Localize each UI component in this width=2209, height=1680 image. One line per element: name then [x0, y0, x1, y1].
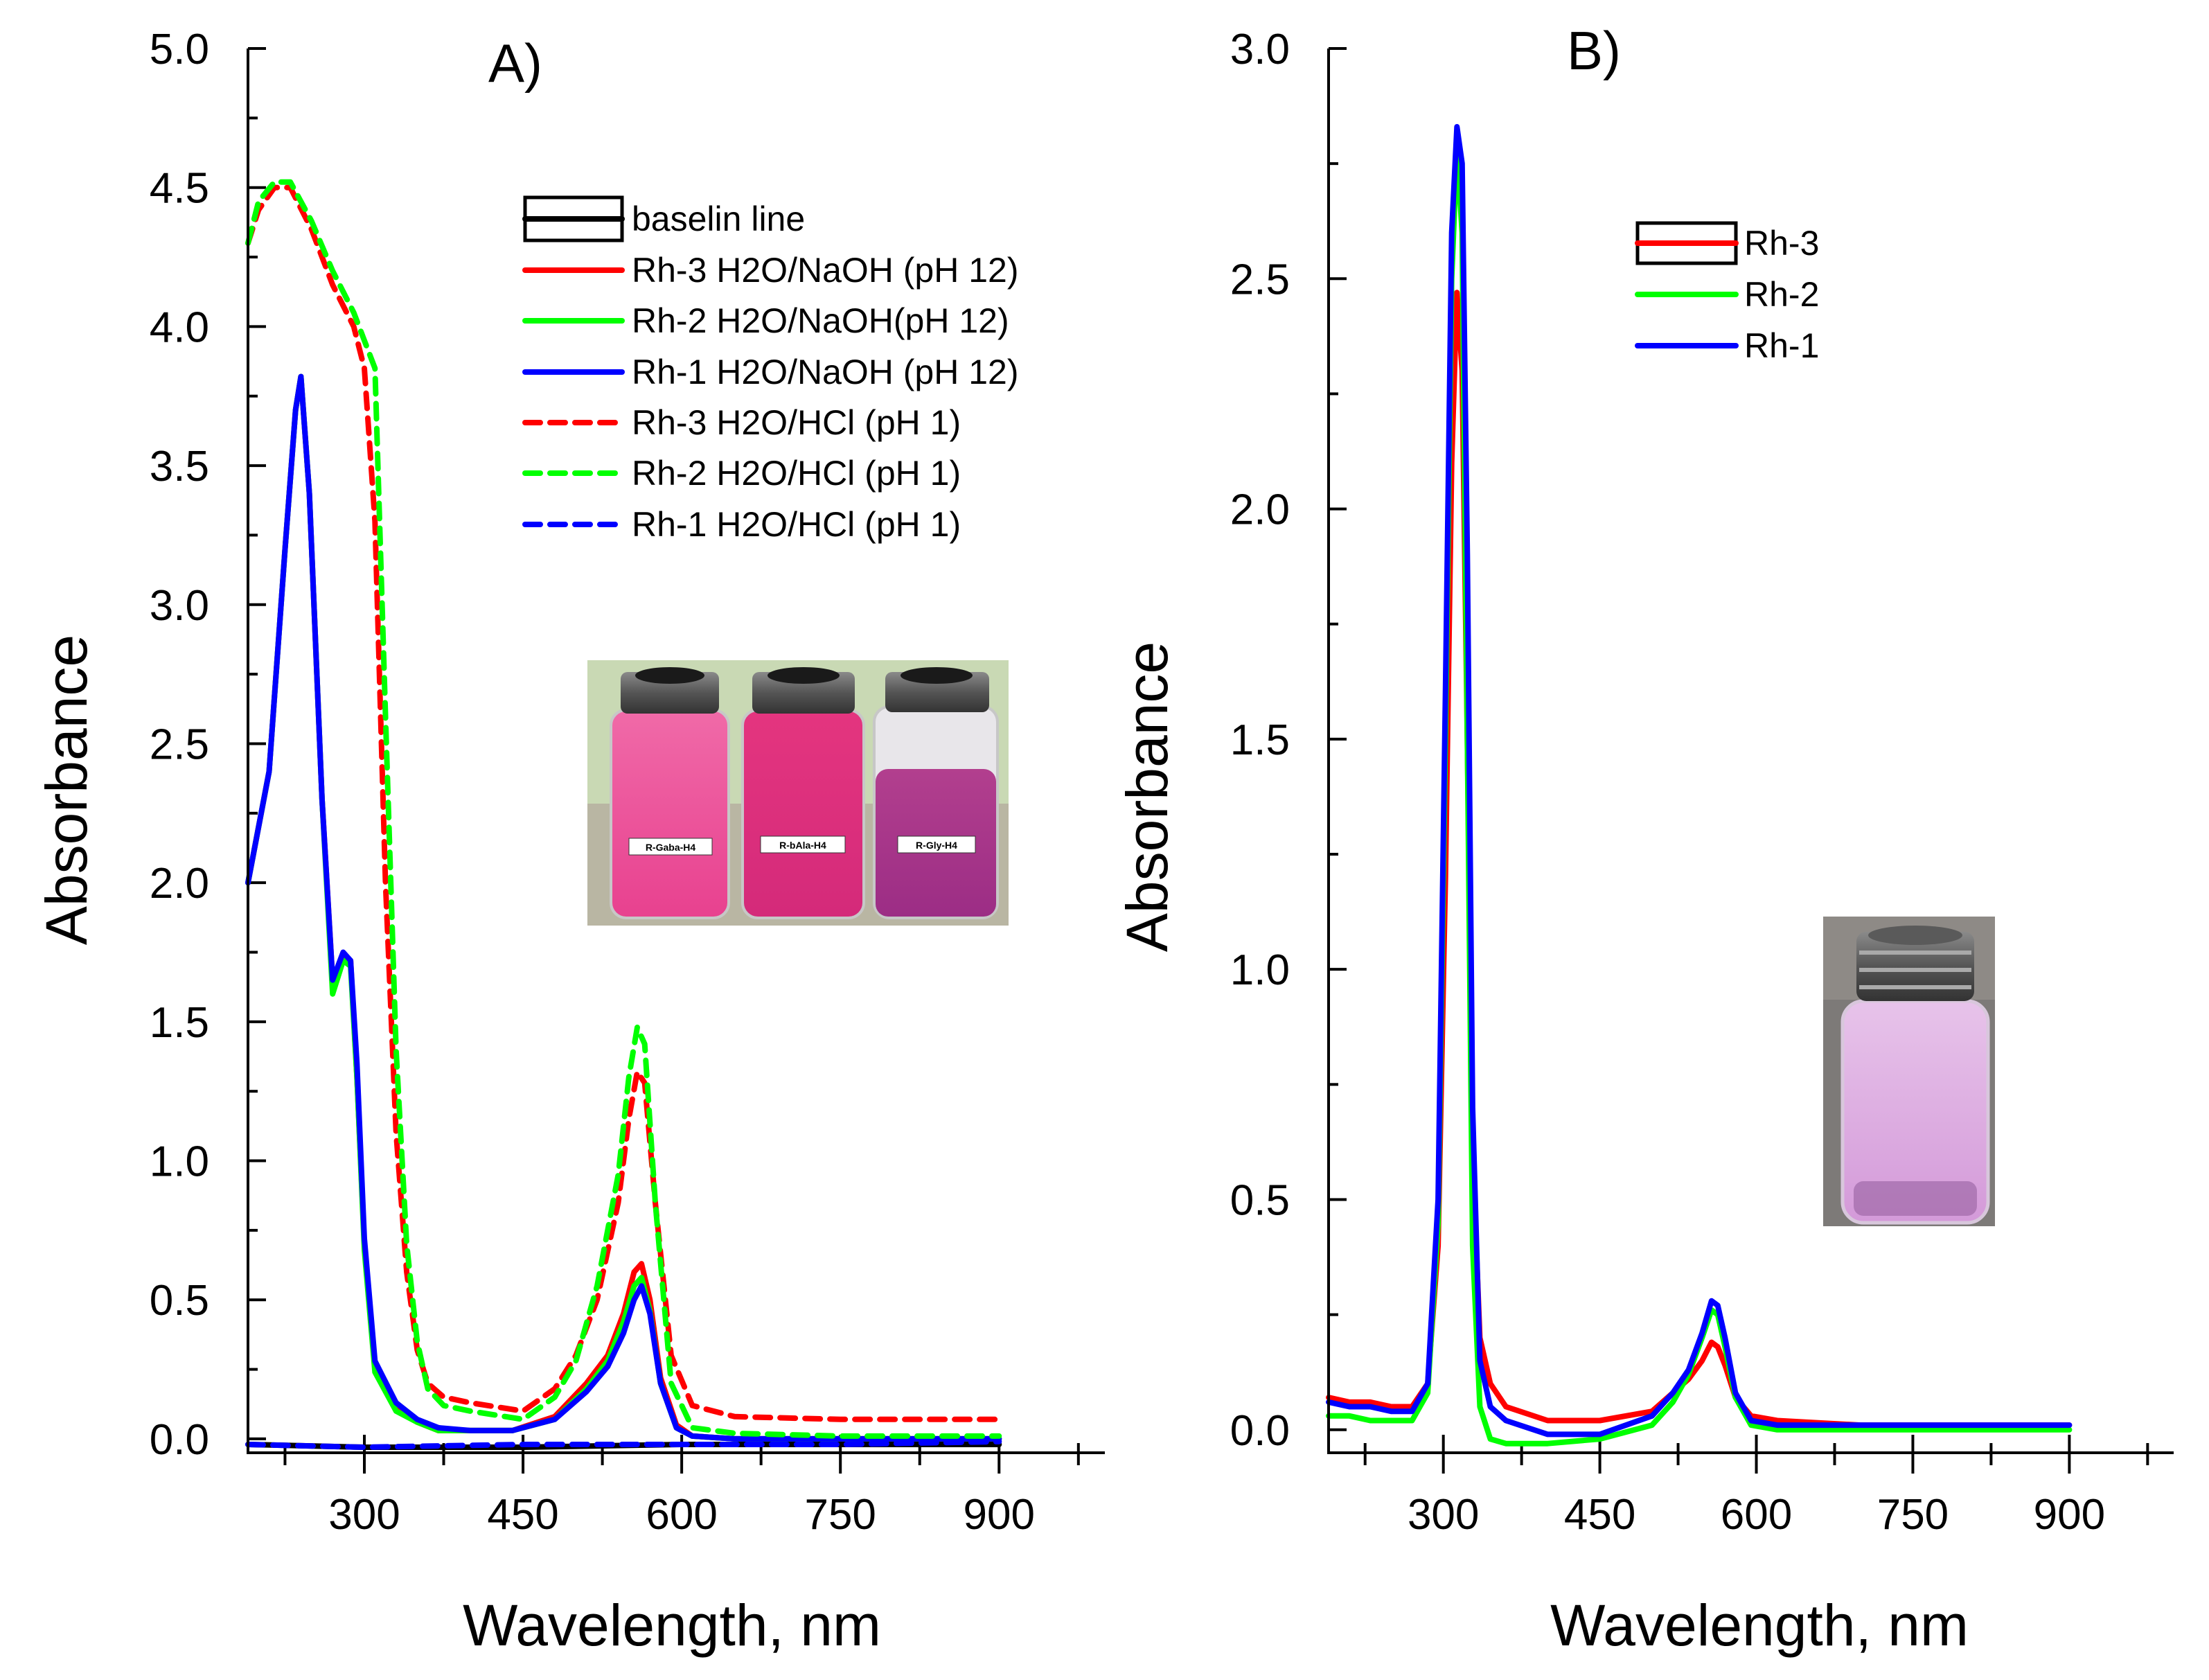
panel-b-ticks: 0.0 0.5 1.0 1.5 2.0 2.5 3.0 300 450 600 750 900: [1230, 26, 2149, 1539]
y-tick-label: 1.0: [150, 1138, 209, 1186]
x-tick-label: 450: [487, 1491, 558, 1539]
panel-a-axes: [247, 48, 1105, 1454]
series-line-a-6: [245, 1438, 1002, 1450]
y-tick-label: 1.5: [150, 999, 209, 1047]
x-tick-label: 750: [804, 1491, 876, 1539]
legend-label-rh1: Rh-1: [1744, 326, 1819, 365]
y-tick-label: 1.0: [1230, 946, 1290, 994]
panel-b-axis-lines: [1327, 48, 2174, 1454]
vial-r-bala-h4: R-bAla-H4: [741, 667, 865, 919]
y-tick-label: 2.0: [1230, 486, 1290, 534]
legend-label-rh1-naoh: Rh-1 H2O/NaOH (pH 12): [632, 353, 1019, 391]
series-line-a-4: [245, 184, 1002, 1422]
legend-item: Rh-1: [1635, 326, 1819, 365]
x-tick-label: 600: [1721, 1491, 1792, 1539]
legend-label-rh3-naoh: Rh-3 H2O/NaOH (pH 12): [632, 251, 1019, 290]
y-tick-label: 2.0: [150, 860, 209, 908]
panel-b-inset-photo: [1823, 917, 1995, 1226]
panel-b-y-axis-title: Absorbance: [1115, 642, 1180, 952]
panel-b-plot: 0.0 0.5 1.0 1.5 2.0 2.5 3.0 300 450 600 750 900: [1230, 26, 2174, 1539]
y-tick-label: 3.0: [1230, 26, 1290, 73]
panel-a-y-axis-title: Absorbance: [34, 635, 99, 945]
panel-b-axes: [1327, 48, 2174, 1454]
panel-b-x-axis-title: Wavelength, nm: [1550, 1593, 1969, 1658]
legend-item: Rh-2: [1635, 275, 1819, 314]
legend-item: baselin line: [522, 200, 805, 238]
y-tick-label: 0.0: [1230, 1407, 1290, 1455]
y-tick-label: 4.0: [150, 303, 209, 351]
legend-item: Rh-3: [1635, 224, 1819, 263]
x-tick-label: 300: [1408, 1491, 1479, 1539]
legend-label-rh1-hcl: Rh-1 H2O/HCl (pH 1): [632, 505, 961, 544]
panel-b-legend: Rh-3 Rh-2 Rh-1: [1635, 221, 1819, 365]
x-tick-label: 300: [328, 1491, 400, 1539]
vial-label-r-gaba-h4: R-Gaba-H4: [646, 842, 696, 853]
series-line-b-0: [1326, 290, 2073, 1429]
panel-b-series: [1326, 124, 2073, 1447]
y-tick-label: 5.0: [150, 26, 209, 73]
panel-a-title: A): [488, 33, 542, 94]
legend-label-rh3-hcl: Rh-3 H2O/HCl (pH 1): [632, 403, 961, 442]
x-tick-label: 600: [646, 1491, 717, 1539]
legend-label-rh2: Rh-2: [1744, 275, 1819, 314]
legend-item: Rh-1 H2O/NaOH (pH 12): [522, 353, 1019, 391]
panel-a-ticks: 0.0 0.5 1.0 1.5 2.0 2.5 3.0 3.5 4.0 4.5 5.0 300 450 6…: [150, 26, 1080, 1539]
y-tick-label: 3.0: [150, 582, 209, 630]
legend-item: Rh-1 H2O/HCl (pH 1): [522, 505, 961, 544]
y-tick-label: 0.0: [150, 1416, 209, 1464]
x-tick-label: 450: [1564, 1491, 1635, 1539]
panel-a-plot: 0.0 0.5 1.0 1.5 2.0 2.5 3.0 3.5 4.0 4.5 5.0 300 450 6…: [150, 26, 1105, 1539]
y-tick-label: 4.5: [150, 165, 209, 213]
y-tick-label: 2.5: [150, 720, 209, 768]
legend-item: Rh-3 H2O/HCl (pH 1): [522, 403, 961, 442]
y-tick-label: 2.5: [1230, 256, 1290, 303]
series-line-a-5: [245, 179, 1002, 1439]
panel-b-title: B): [1567, 20, 1621, 81]
x-tick-label: 900: [964, 1491, 1035, 1539]
vial-label-r-gly-h4: R-Gly-H4: [916, 840, 957, 851]
y-tick-label: 0.5: [150, 1277, 209, 1325]
panel-a: 0.0 0.5 1.0 1.5 2.0 2.5 3.0 3.5 4.0 4.5 5.0 300 450 6…: [34, 26, 1105, 1658]
x-tick-label: 900: [2034, 1491, 2105, 1539]
legend-item: Rh-2 H2O/HCl (pH 1): [522, 454, 961, 493]
series-line-a-3: [245, 373, 1002, 1442]
vial-r-gly-h4: R-Gly-H4: [873, 667, 999, 919]
legend-label-baseline: baselin line: [632, 200, 805, 238]
panel-a-legend: baselin line Rh-3 H2O/NaOH (pH 12) Rh-2 …: [522, 195, 1019, 544]
panel-a-inset-photo: R-Gaba-H4 R-bAla-H4 R-Gly-H4: [587, 660, 1009, 926]
panel-a-axis-lines: [247, 48, 1105, 1454]
vial-label-r-bala-h4: R-bAla-H4: [779, 840, 826, 851]
y-tick-label: 1.5: [1230, 716, 1290, 764]
legend-item: Rh-2 H2O/NaOH(pH 12): [522, 301, 1009, 340]
x-tick-label: 750: [1877, 1491, 1949, 1539]
legend-label-rh3: Rh-3: [1744, 224, 1819, 263]
panel-a-x-axis-title: Wavelength, nm: [463, 1593, 881, 1658]
y-tick-label: 0.5: [1230, 1176, 1290, 1224]
panel-a-series: [245, 179, 1002, 1450]
series-line-b-2: [1326, 124, 2073, 1438]
legend-label-rh2-naoh: Rh-2 H2O/NaOH(pH 12): [632, 301, 1009, 340]
vial-r-gaba-h4: R-Gaba-H4: [610, 667, 730, 919]
y-tick-label: 3.5: [150, 443, 209, 490]
legend-item: Rh-3 H2O/NaOH (pH 12): [522, 251, 1019, 290]
legend-label-rh2-hcl: Rh-2 H2O/HCl (pH 1): [632, 454, 961, 493]
